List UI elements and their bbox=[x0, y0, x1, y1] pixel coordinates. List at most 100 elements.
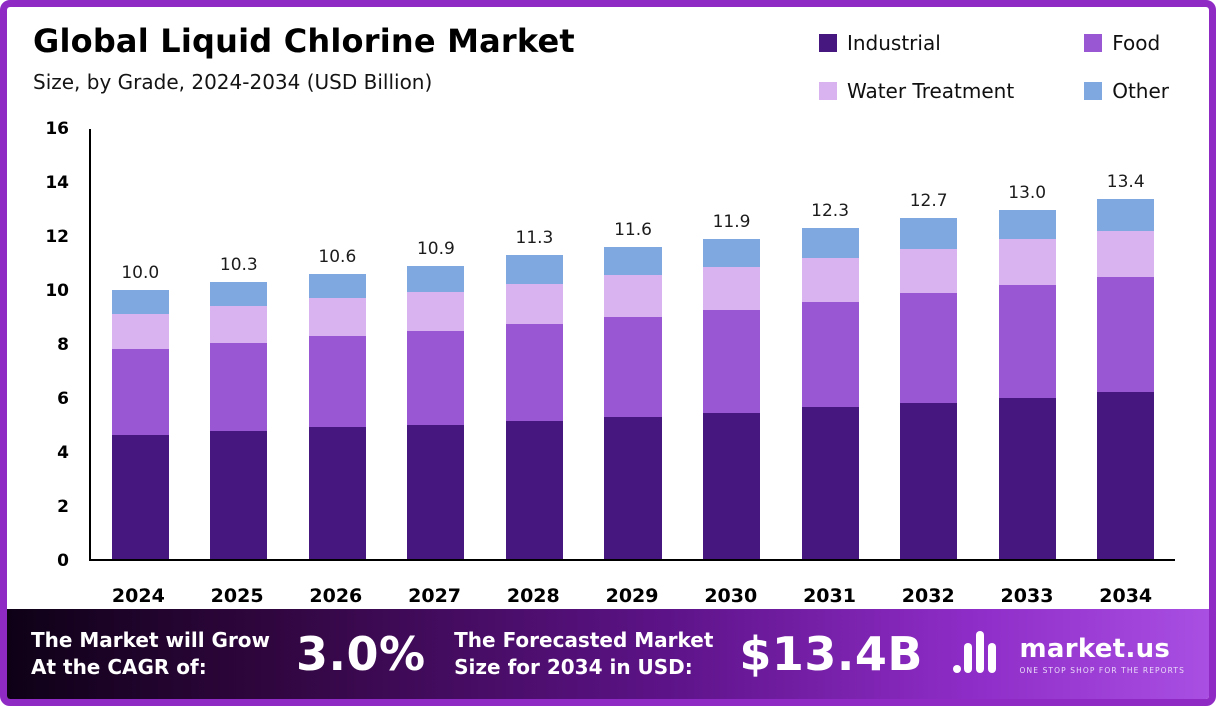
cagr-group: The Market will Grow At the CAGR of: 3.0… bbox=[31, 627, 426, 681]
bar-segment-other[interactable] bbox=[900, 217, 958, 249]
stacked-bar-2033[interactable] bbox=[998, 129, 1056, 559]
x-axis-label-2034: 2034 bbox=[1099, 585, 1153, 607]
x-axis-label-2025: 2025 bbox=[210, 585, 264, 607]
y-tick-label: 14 bbox=[45, 173, 69, 193]
bar-segment-water-treatment[interactable] bbox=[210, 306, 268, 343]
bar-segment-food[interactable] bbox=[308, 335, 366, 428]
bar-segment-water-treatment[interactable] bbox=[900, 248, 958, 293]
bar-total-label: 10.6 bbox=[318, 247, 357, 268]
bar-total-label: 11.9 bbox=[712, 212, 751, 233]
stacked-bar-2031[interactable] bbox=[801, 129, 859, 559]
bar-segment-food[interactable] bbox=[1097, 276, 1155, 393]
plot-area: 10.0 10.3 10.6 10.9 11.3 11.6 11.9 12.3 12.7 13.0… bbox=[89, 129, 1175, 561]
stacked-bar-2034[interactable] bbox=[1097, 129, 1155, 559]
stacked-bar-2026[interactable] bbox=[308, 129, 366, 559]
bar-segment-water-treatment[interactable] bbox=[604, 275, 662, 318]
bar-segment-other[interactable] bbox=[702, 239, 761, 268]
bar-segment-other[interactable] bbox=[111, 290, 169, 315]
bar-segment-food[interactable] bbox=[111, 349, 169, 436]
x-axis-label-2033: 2033 bbox=[1000, 585, 1054, 607]
bar-segment-water-treatment[interactable] bbox=[407, 291, 465, 331]
y-tick-label: 6 bbox=[57, 389, 69, 409]
bar-segment-water-treatment[interactable] bbox=[111, 314, 169, 350]
bar-segment-food[interactable] bbox=[702, 310, 761, 413]
x-axis-label-2028: 2028 bbox=[506, 585, 560, 607]
stacked-bar-2024[interactable] bbox=[111, 129, 169, 559]
bar-column-2032: 12.7 bbox=[879, 129, 978, 559]
bar-segment-other[interactable] bbox=[505, 255, 564, 284]
x-axis-label-2029: 2029 bbox=[605, 585, 659, 607]
bar-segment-food[interactable] bbox=[407, 330, 465, 425]
bar-segment-food[interactable] bbox=[998, 284, 1056, 398]
forecast-label: The Forecasted Market Size for 2034 in U… bbox=[454, 628, 714, 679]
bar-segment-water-treatment[interactable] bbox=[801, 258, 859, 303]
stacked-bar-2029[interactable] bbox=[604, 129, 662, 559]
bar-segment-water-treatment[interactable] bbox=[308, 298, 366, 336]
legend-label: Industrial bbox=[846, 31, 941, 55]
bar-segment-industrial[interactable] bbox=[900, 403, 958, 559]
bar-column-2027: 10.9 bbox=[387, 129, 486, 559]
x-axis-label-2026: 2026 bbox=[309, 585, 363, 607]
x-axis-label-2031: 2031 bbox=[803, 585, 856, 607]
bar-segment-food[interactable] bbox=[505, 323, 564, 421]
legend-label: Food bbox=[1112, 31, 1161, 55]
legend-item-other: Other bbox=[1084, 79, 1169, 103]
bar-total-label: 12.7 bbox=[909, 190, 948, 211]
legend-swatch-water-treatment bbox=[818, 82, 837, 100]
bar-total-label: 13.4 bbox=[1106, 171, 1145, 192]
bar-segment-industrial[interactable] bbox=[801, 407, 859, 559]
stacked-bar-2030[interactable] bbox=[702, 129, 761, 559]
bar-segment-industrial[interactable] bbox=[210, 431, 268, 559]
y-tick-label: 2 bbox=[57, 497, 69, 517]
bar-segment-water-treatment[interactable] bbox=[1097, 231, 1155, 277]
bar-segment-other[interactable] bbox=[210, 282, 268, 307]
bar-segment-industrial[interactable] bbox=[407, 424, 465, 559]
chart-area: 0 2 4 6 8 10 12 14 16 10.0 10.3 10.6 10.9 11.3 11.6 11… bbox=[29, 105, 1183, 609]
bar-segment-industrial[interactable] bbox=[702, 412, 761, 559]
bar-column-2031: 12.3 bbox=[781, 129, 880, 559]
bar-segment-industrial[interactable] bbox=[111, 435, 169, 559]
stacked-bar-2032[interactable] bbox=[900, 129, 958, 559]
y-tick-label: 10 bbox=[45, 281, 69, 301]
bar-segment-food[interactable] bbox=[210, 342, 268, 432]
legend-item-industrial: Industrial bbox=[818, 31, 1014, 55]
legend-label: Water Treatment bbox=[846, 79, 1015, 103]
bar-segment-food[interactable] bbox=[801, 302, 859, 408]
bar-segment-food[interactable] bbox=[604, 317, 662, 417]
bar-segment-water-treatment[interactable] bbox=[702, 267, 761, 311]
bar-segment-water-treatment[interactable] bbox=[998, 239, 1056, 285]
y-tick-label: 8 bbox=[57, 335, 69, 355]
bar-total-label: 12.3 bbox=[811, 201, 850, 222]
bar-segment-other[interactable] bbox=[308, 274, 366, 299]
y-tick-label: 12 bbox=[45, 227, 69, 247]
chart-legend: Industrial Food Water Treatment Other bbox=[818, 23, 1169, 103]
forecast-value: $13.4B bbox=[739, 627, 923, 681]
legend-swatch-food bbox=[1084, 34, 1103, 52]
stacked-bar-2027[interactable] bbox=[407, 129, 465, 559]
bar-segment-industrial[interactable] bbox=[308, 427, 366, 559]
bar-column-2024: 10.0 bbox=[91, 129, 190, 559]
x-axis-label-2024: 2024 bbox=[111, 585, 165, 607]
bar-segment-other[interactable] bbox=[998, 209, 1056, 240]
bar-segment-food[interactable] bbox=[900, 292, 958, 404]
bar-segment-other[interactable] bbox=[604, 247, 662, 276]
bar-total-label: 13.0 bbox=[1008, 182, 1047, 203]
stacked-bar-2025[interactable] bbox=[210, 129, 268, 559]
page-title: Global Liquid Chlorine Market bbox=[33, 22, 575, 60]
bar-segment-industrial[interactable] bbox=[1097, 392, 1155, 559]
bar-segment-other[interactable] bbox=[407, 266, 465, 292]
stacked-bar-2028[interactable] bbox=[505, 129, 564, 559]
bar-total-label: 11.3 bbox=[515, 228, 554, 249]
y-tick-label: 0 bbox=[57, 551, 69, 571]
bar-column-2026: 10.6 bbox=[288, 129, 387, 559]
bar-segment-other[interactable] bbox=[1097, 198, 1155, 232]
bar-segment-other[interactable] bbox=[801, 228, 859, 258]
bar-total-label: 10.9 bbox=[416, 239, 455, 260]
bar-segment-industrial[interactable] bbox=[505, 420, 564, 559]
bar-column-2028: 11.3 bbox=[485, 129, 584, 559]
bar-segment-industrial[interactable] bbox=[604, 416, 662, 559]
bar-segment-water-treatment[interactable] bbox=[505, 283, 564, 324]
legend-item-food: Food bbox=[1084, 31, 1169, 55]
bar-segment-industrial[interactable] bbox=[998, 397, 1056, 559]
